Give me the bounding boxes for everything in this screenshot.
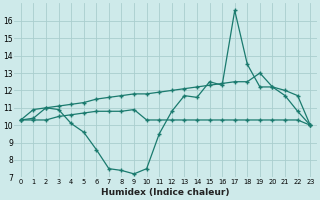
X-axis label: Humidex (Indice chaleur): Humidex (Indice chaleur): [101, 188, 230, 197]
